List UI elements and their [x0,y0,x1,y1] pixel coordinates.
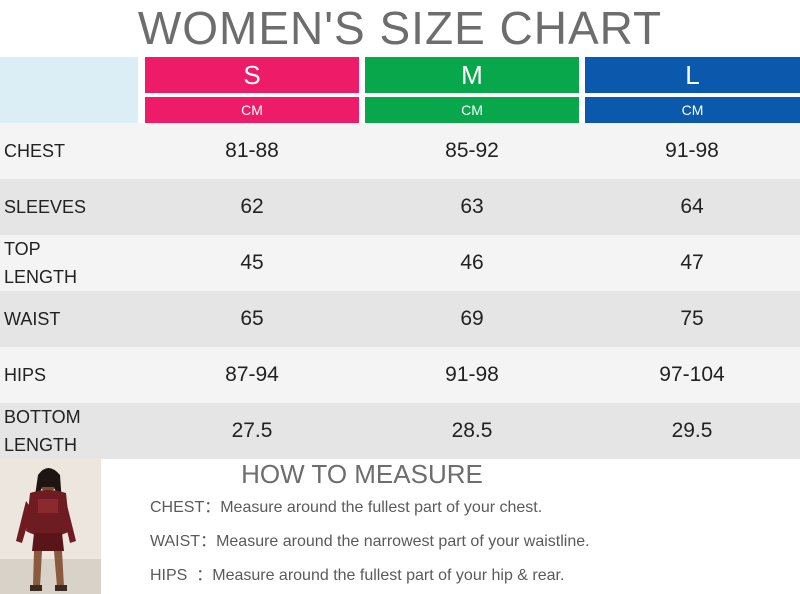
row-label: TOP LENGTH [4,239,78,287]
table-cell: 29.5 [671,419,713,442]
size-header-l: L [585,57,800,93]
unit-header-l: CM [585,97,800,123]
unit-header-s: CM [145,97,359,123]
table-cell: 27.5 [231,419,273,442]
table-cell: 87-94 [225,363,279,386]
table-cell: 85-92 [445,139,499,162]
header-corner [0,57,138,123]
measure-waist-text: WAIST：Measure around the narrowest part … [150,533,590,550]
unit-header-m: CM [365,97,579,123]
table-row-chest: CHEST 81-88 85-92 91-98 [0,123,800,179]
table-row-hips: HIPS 87-94 91-98 97-104 [0,347,800,403]
row-label: SLEEVES [4,197,87,217]
table-cell: 45 [240,251,264,274]
table-row-top-length: TOP LENGTH 45 46 47 [0,235,800,291]
how-to-measure-title: HOW TO MEASURE [241,459,483,489]
table-cell: 91-98 [445,363,499,386]
table-cell: 46 [460,251,484,274]
measure-chest-text: CHEST：Measure around the fullest part of… [150,499,543,516]
measure-hips-text: HIPS ：Measure around the fullest part of… [150,567,565,584]
table-cell: 28.5 [451,419,493,442]
table-cell: 62 [240,195,264,218]
table-row-waist: WAIST 65 69 75 [0,291,800,347]
table-cell: 97-104 [659,363,725,386]
table-cell: 64 [680,195,704,218]
row-label: HIPS [4,365,47,385]
table-cell: 69 [460,307,484,330]
table-cell: 91-98 [665,139,719,162]
page-title: WOMEN'S SIZE CHART [137,2,663,54]
table-row-bottom-length: BOTTOM LENGTH 27.5 28.5 29.5 [0,403,800,459]
model-photo [0,459,101,594]
table-cell: 47 [680,251,704,274]
table-row-sleeves: SLEEVES 62 63 64 [0,179,800,235]
row-label: CHEST [4,141,66,161]
table-cell: 63 [460,195,484,218]
table-cell: 81-88 [225,139,279,162]
table-cell: 65 [240,307,264,330]
table-cell: 75 [680,307,704,330]
row-label: WAIST [4,309,61,329]
model-illustration [0,459,101,594]
size-header-m: M [365,57,579,93]
row-label: BOTTOM LENGTH [4,407,81,455]
size-header-s: S [145,57,359,93]
